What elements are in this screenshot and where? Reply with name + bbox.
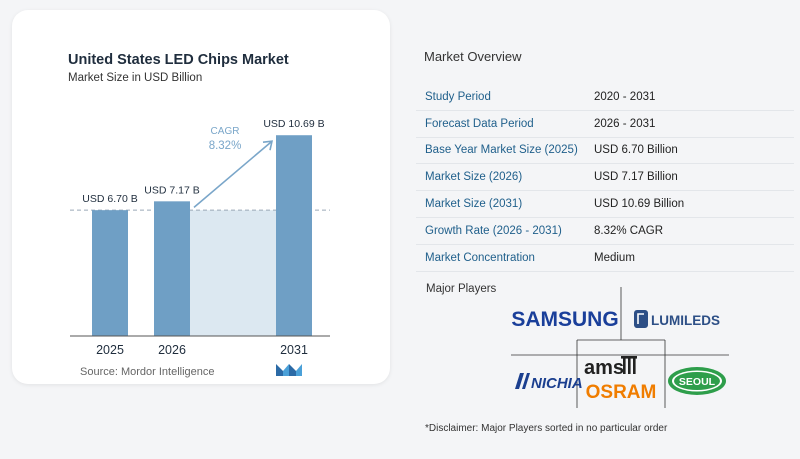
category-label: 2025 [96,343,124,357]
category-label: 2026 [158,343,186,357]
overview-key: Market Concentration [425,251,535,264]
overview-row: Market Concentration Medium [416,245,794,272]
growth-shaded-area [190,210,276,336]
samsung-logo: SAMSUNG [511,308,618,331]
overview-key: Study Period [425,90,491,103]
overview-row: Growth Rate (2026 - 2031) 8.32% CAGR [416,218,794,245]
overview-key: Forecast Data Period [425,117,534,130]
overview-row: Forecast Data Period 2026 - 2031 [416,111,794,138]
overview-row: Market Size (2026) USD 7.17 Billion [416,164,794,192]
bar-2031 [276,135,312,336]
mordor-intelligence-logo [276,364,302,376]
seoul-logo: SEOUL [668,367,726,395]
category-label: 2031 [280,343,308,357]
bar-2026 [154,201,190,336]
ams-logo: ams [584,357,624,379]
overview-row: Base Year Market Size (2025) USD 6.70 Bi… [416,138,794,165]
overview-value: 2020 - 2031 [594,90,656,103]
osram-logo: OSRAM [586,382,657,403]
bar-value-label: USD 7.17 B [144,184,199,196]
overview-row: Market Size (2031) USD 10.69 Billion [416,191,794,218]
cagr-arrow-line [193,140,273,208]
overview-value: USD 7.17 Billion [594,171,678,184]
seoul-text: SEOUL [679,376,716,388]
overview-value: 2026 - 2031 [594,117,656,130]
market-overview-title: Market Overview [424,49,522,64]
bar-value-label: USD 10.69 B [263,118,324,130]
nichia-text: NICHIA [531,375,583,392]
overview-key: Market Size (2026) [425,171,523,184]
nichia-logo: NICHIA [515,373,583,392]
chart-subtitle: Market Size in USD Billion [68,72,203,84]
cagr-arrow-head [262,140,274,151]
cagr-value: 8.32% [209,140,242,152]
overview-value: USD 10.69 Billion [594,198,685,211]
overview-value: USD 6.70 Billion [594,144,678,157]
bar-chart: USD 6.70 B 2025 USD 7.17 B 2026 USD 10.69 B 2… [70,118,330,357]
overview-row: Study Period 2020 - 2031 [416,84,794,111]
overview-value: Medium [594,251,635,264]
disclaimer-note: *Disclaimer: Major Players sorted in no … [425,423,668,434]
source-note: Source: Mordor Intelligence [80,366,215,378]
market-overview-table: Study Period 2020 - 2031 Forecast Data P… [416,84,794,272]
lumileds-text: LUMILEDS [651,313,720,328]
bar-value-label: USD 6.70 B [82,193,137,205]
overview-value: 8.32% CAGR [594,224,664,237]
overview-key: Growth Rate (2026 - 2031) [425,224,562,237]
lumileds-logo: LUMILEDS [634,310,720,328]
chart-title: United States LED Chips Market [68,52,289,68]
ams-osram-mark [621,356,637,374]
cagr-label: CAGR [211,126,240,137]
overview-key: Market Size (2031) [425,198,523,211]
overview-key: Base Year Market Size (2025) [425,144,578,157]
bar-2025 [92,210,128,336]
major-players-title: Major Players [426,283,497,295]
